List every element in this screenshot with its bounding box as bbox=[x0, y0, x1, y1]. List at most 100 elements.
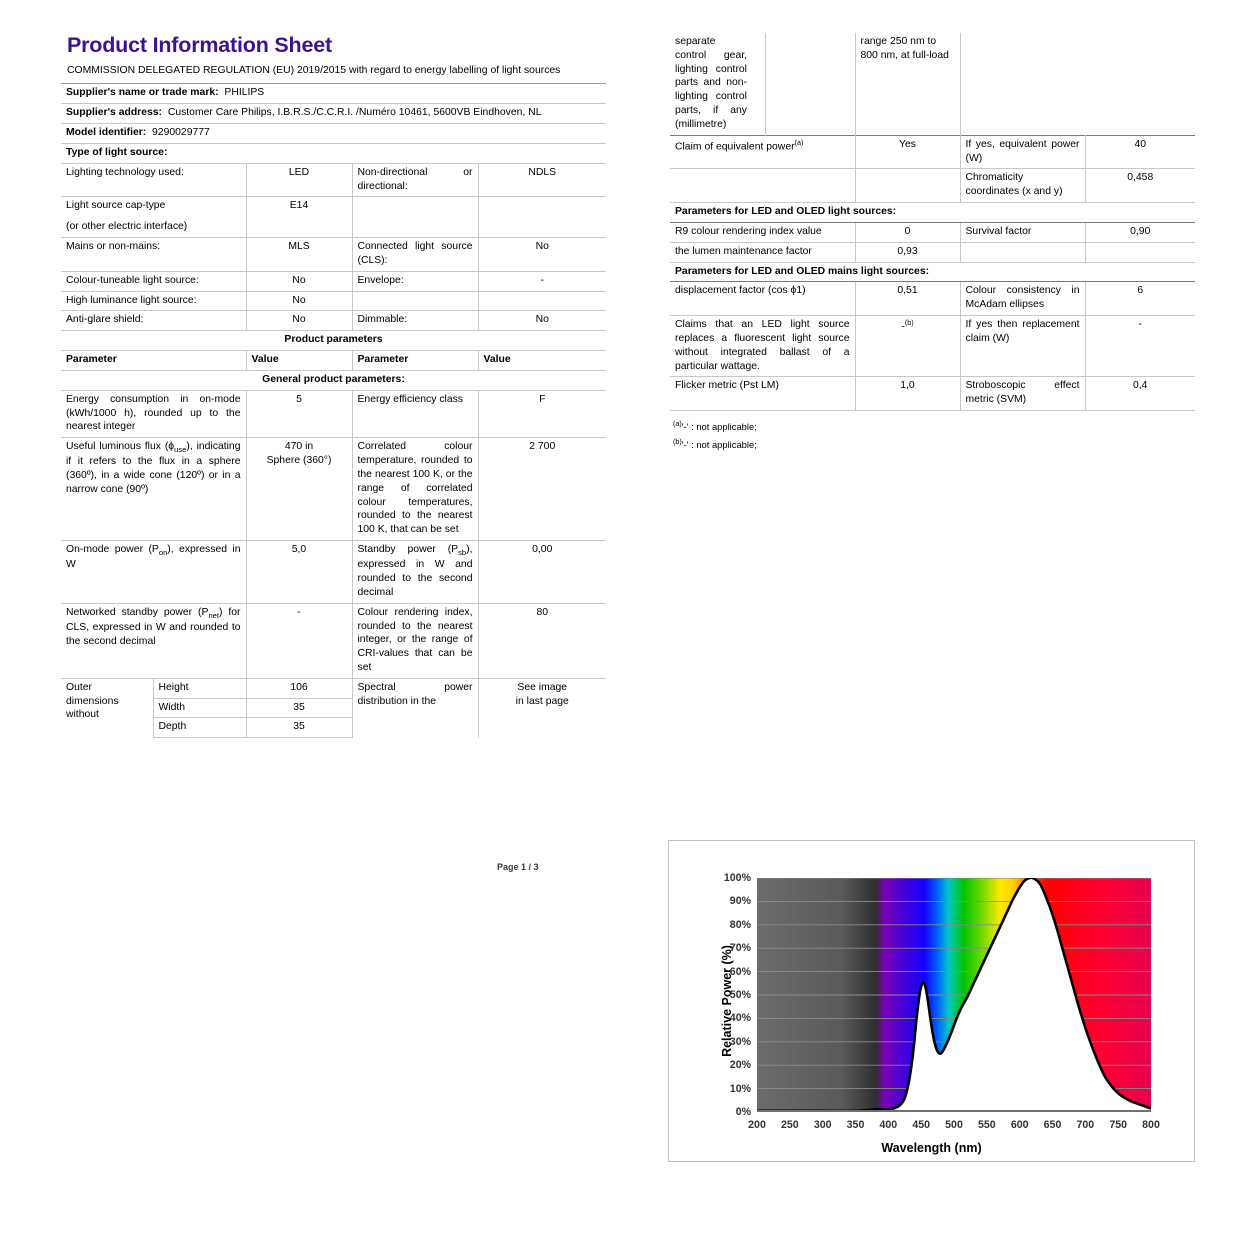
flux-line1: 470 in bbox=[284, 441, 314, 453]
band-led-oled-mains: Parameters for LED and OLED mains light … bbox=[670, 262, 1195, 283]
table-row: Chromaticity coordinates (x and y) 0,458 bbox=[670, 168, 1195, 204]
footnote-marker-a: (a) bbox=[794, 137, 804, 147]
param-dimmable: Dimmable: bbox=[352, 310, 479, 332]
value-if-yes-replacement-claim: - bbox=[1085, 315, 1195, 378]
value-spectral-power-distribution: See image in last page bbox=[478, 679, 606, 738]
page-footer: Page 1 / 3 bbox=[497, 862, 539, 872]
continued-param-text: separate control gear, lighting control … bbox=[675, 36, 747, 130]
outer-dim-line2: dimensions bbox=[66, 695, 119, 707]
y-tick-label: 60% bbox=[729, 965, 751, 978]
table-row: Product parameters bbox=[61, 330, 606, 352]
param-led-replaces-fluorescent: Claims that an LED light source replaces… bbox=[670, 315, 856, 378]
table-row: Width 35 bbox=[61, 698, 606, 719]
param-flicker-metric: Flicker metric (Pst LM) bbox=[670, 376, 856, 412]
y-tick-label: 70% bbox=[729, 942, 751, 955]
chart-x-axis-label: Wavelength (nm) bbox=[881, 1141, 982, 1155]
value-led-replaces-fluorescent: -(b) bbox=[855, 315, 961, 378]
value-lighting-technology: LED bbox=[246, 163, 353, 198]
table-row: separate control gear, lighting control … bbox=[670, 33, 1195, 136]
param-stroboscopic-effect: Stroboscopic effect metric (SVM) bbox=[960, 376, 1086, 412]
value-mains: MLS bbox=[246, 237, 353, 272]
below-curve-mask bbox=[757, 878, 1151, 1112]
outer-dim-name-height: Height bbox=[153, 678, 247, 699]
spectrum-fill bbox=[757, 878, 1151, 1111]
band-general-product-parameters: General product parameters: bbox=[61, 370, 606, 391]
outer-dim-value-width: 35 bbox=[246, 698, 353, 719]
table-row: Parameters for LED and OLED mains light … bbox=[670, 262, 1195, 283]
value-connected-light-source: No bbox=[478, 237, 606, 272]
model-identifier-label: Model identifier: bbox=[66, 127, 147, 139]
left-column: Product Information Sheet COMMISSION DEL… bbox=[61, 33, 606, 739]
footnote-a-marker: (a) bbox=[673, 419, 682, 429]
value-high-luminance-right bbox=[478, 291, 606, 312]
outer-dim-line1: Outer bbox=[66, 681, 92, 693]
light-source-table: Lighting technology used: LED Non-direct… bbox=[61, 163, 606, 679]
param-useful-luminous-flux: Useful luminous flux (ϕuse), indicating … bbox=[61, 437, 247, 542]
header-parameter-1: Parameter bbox=[61, 350, 247, 371]
value-continued-range bbox=[960, 33, 1195, 135]
header-value-2: Value bbox=[478, 350, 606, 371]
param-mains: Mains or non-mains: bbox=[61, 237, 247, 272]
param-colour-tuneable: Colour-tuneable light source: bbox=[61, 271, 247, 292]
footnote-b: (b)'-' : not applicable; bbox=[673, 436, 1195, 454]
table-row: High luminance light source: No bbox=[61, 291, 606, 312]
cap-type-line2: (or other electric interface) bbox=[66, 221, 188, 233]
model-identifier-cell: Model identifier: 9290029777 bbox=[61, 123, 606, 144]
footnote-a: (a)'-' : not applicable; bbox=[673, 418, 1195, 436]
param-lumen-maintenance-right bbox=[960, 242, 1086, 263]
table-row: the lumen maintenance factor 0,93 bbox=[670, 242, 1195, 263]
param-if-yes-replacement-claim: If yes then replacement claim (W) bbox=[960, 315, 1086, 378]
table-row: General product parameters: bbox=[61, 370, 606, 391]
param-connected-light-source: Connected light source (CLS): bbox=[352, 237, 479, 272]
value-r9-cri: 0 bbox=[855, 222, 961, 243]
param-anti-glare: Anti-glare shield: bbox=[61, 310, 247, 332]
table-row: Colour-tuneable light source: No Envelop… bbox=[61, 271, 606, 292]
table-row: Parameters for LED and OLED light source… bbox=[670, 202, 1195, 223]
param-claim-equivalent-power: Claim of equivalent power(a) bbox=[670, 135, 856, 170]
y-tick-label: 40% bbox=[729, 1012, 751, 1025]
param-high-luminance: High luminance light source: bbox=[61, 291, 247, 312]
x-tick-label: 300 bbox=[813, 1119, 832, 1131]
footnotes-block: (a)'-' : not applicable; (b)'-' : not ap… bbox=[670, 418, 1195, 453]
value-if-yes-equivalent-power: 40 bbox=[1085, 135, 1195, 170]
param-lumen-maintenance: the lumen maintenance factor bbox=[670, 242, 856, 263]
table-row: Parameter Value Parameter Value bbox=[61, 350, 606, 371]
param-envelope: Envelope: bbox=[352, 271, 479, 292]
param-continued-millimetre: separate control gear, lighting control … bbox=[670, 33, 766, 136]
param-on-mode-power: On-mode power (Pon), expressed in W bbox=[61, 540, 247, 604]
y-tick-label: 10% bbox=[729, 1082, 751, 1095]
claim-equivalent-label: Claim of equivalent power bbox=[675, 141, 795, 153]
flux-line2: Sphere (360°) bbox=[266, 455, 332, 467]
x-tick-label: 600 bbox=[1010, 1119, 1029, 1131]
chart-y-ticks: 0% 10% 20% 30% 40% 50% 60% 70% 80% 90% 100% bbox=[699, 841, 751, 1161]
table-row: R9 colour rendering index value 0 Surviv… bbox=[670, 222, 1195, 243]
y-tick-label: 50% bbox=[729, 989, 751, 1001]
supplier-name-value: PHILIPS bbox=[224, 87, 265, 99]
supplier-name-label: Supplier's name or trade mark: bbox=[66, 87, 219, 99]
y-tick-label: 20% bbox=[729, 1059, 751, 1072]
x-tick-label: 550 bbox=[977, 1119, 996, 1131]
param-colour-consistency: Colour consistency in McAdam ellipses bbox=[960, 281, 1086, 317]
table-row: Useful luminous flux (ϕuse), indicating … bbox=[61, 437, 606, 542]
param-lighting-technology: Lighting technology used: bbox=[61, 163, 247, 198]
value-displacement-factor: 0,51 bbox=[855, 281, 961, 317]
outer-dim-name-width: Width bbox=[153, 698, 247, 719]
table-row: Networked standby power (Pnet) for CLS, … bbox=[61, 603, 606, 679]
value-chromaticity-empty bbox=[855, 168, 961, 204]
param-standby-power: Standby power (Psb), expressed in W and … bbox=[352, 540, 479, 604]
param-continued-range: range 250 nm to 800 nm, at full-load bbox=[855, 33, 961, 136]
param-high-luminance-right bbox=[352, 291, 479, 312]
cap-type-line1: Light source cap-type bbox=[66, 200, 166, 212]
x-tick-label: 700 bbox=[1076, 1119, 1095, 1131]
spectral-power-distribution-chart: Relative Power (%) 0% 10% 20% 30% 40% 50% 60% 7… bbox=[668, 840, 1195, 1162]
regulation-subtitle: COMMISSION DELEGATED REGULATION (EU) 201… bbox=[61, 64, 606, 85]
outer-dim-line3: without bbox=[66, 709, 99, 721]
table-row: Energy consumption in on-mode (kWh/1000 … bbox=[61, 390, 606, 439]
value-cap-type: E14 bbox=[246, 196, 353, 239]
value-colour-rendering-index: 80 bbox=[478, 603, 606, 679]
param-outer-dimensions: Outer dimensions without bbox=[61, 678, 154, 738]
supplier-name-cell: Supplier's name or trade mark: PHILIPS bbox=[61, 84, 606, 105]
spectrum-svg bbox=[757, 878, 1151, 1112]
value-cap-type-right bbox=[478, 196, 606, 239]
x-tick-label: 250 bbox=[780, 1119, 799, 1131]
